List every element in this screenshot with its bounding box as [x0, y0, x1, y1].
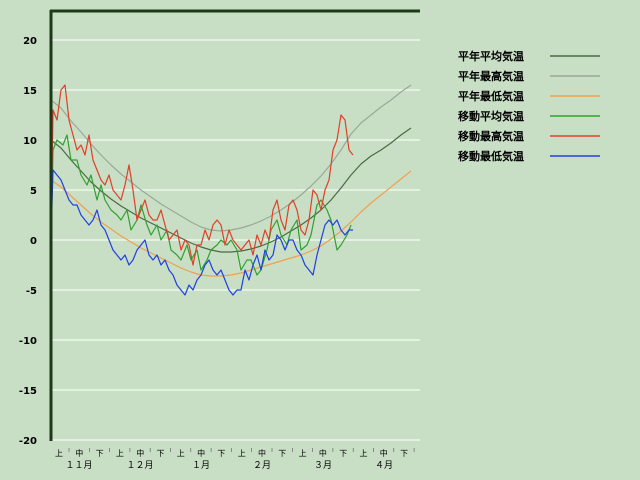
x-axis-ticks: 上 中 下 上 中 下 上 中 下 上 中 下 上 中 下 上 中 下 １１月 １２月 １月 ２月 ３月 ４月 — [55, 448, 415, 471]
legend-label: 移動最高気温 — [458, 129, 524, 143]
series-line-1 — [50, 127, 412, 253]
x-tick-label: 上 — [177, 449, 185, 458]
y-tick-label: 20 — [23, 36, 37, 47]
x-tick-label: 上 — [238, 449, 246, 458]
y-tick-label: -5 — [26, 286, 37, 297]
axes — [49, 9, 420, 441]
x-tick-label: 上 — [116, 449, 124, 458]
legend-label: 移動平均気温 — [458, 109, 524, 123]
x-tick-label: 下 — [400, 449, 408, 458]
series-line-4 — [50, 134, 352, 276]
month-label: ２月 — [253, 460, 271, 471]
x-tick-label: 中 — [258, 448, 266, 458]
x-tick-label: 上 — [299, 449, 307, 458]
series-line-6 — [50, 169, 353, 296]
y-tick-label: 5 — [30, 186, 37, 197]
legend-label: 平年最低気温 — [458, 89, 524, 103]
x-tick-label: 中 — [197, 448, 205, 458]
y-axis-ticks: 20 15 10 5 0 -5 -10 -15 -20 — [19, 36, 37, 447]
x-tick-label: 下 — [278, 449, 286, 458]
month-label: ４月 — [375, 460, 393, 471]
series-line-3 — [50, 170, 412, 277]
x-tick-label: 下 — [157, 449, 165, 458]
legend-label: 移動最低気温 — [458, 149, 524, 163]
x-tick-label: 中 — [136, 448, 144, 458]
grid-lines — [51, 39, 420, 441]
legend-label: 平年最高気温 — [458, 69, 524, 83]
x-tick-label: 中 — [380, 448, 388, 458]
series-line-2 — [50, 84, 412, 232]
month-label: １１月 — [65, 460, 92, 471]
x-tick-label: 上 — [55, 449, 63, 458]
month-label: ３月 — [314, 460, 332, 471]
month-label: １２月 — [126, 460, 153, 471]
month-label: １月 — [192, 460, 210, 471]
y-tick-label: -10 — [19, 336, 37, 347]
x-tick-label: 下 — [96, 449, 104, 458]
y-tick-label: 10 — [23, 136, 37, 147]
y-tick-label: -15 — [19, 386, 37, 397]
y-tick-label: 15 — [23, 86, 37, 97]
x-tick-label: 下 — [217, 449, 225, 458]
y-tick-label: -20 — [19, 436, 37, 447]
x-tick-label: 上 — [360, 449, 368, 458]
legend-label: 平年平均気温 — [458, 49, 524, 63]
y-tick-label: 0 — [30, 236, 37, 247]
series-lines — [50, 84, 412, 296]
series-line-5 — [50, 84, 354, 266]
x-tick-label: 中 — [319, 448, 327, 458]
x-tick-label: 中 — [75, 448, 83, 458]
x-tick-label: 下 — [339, 449, 347, 458]
